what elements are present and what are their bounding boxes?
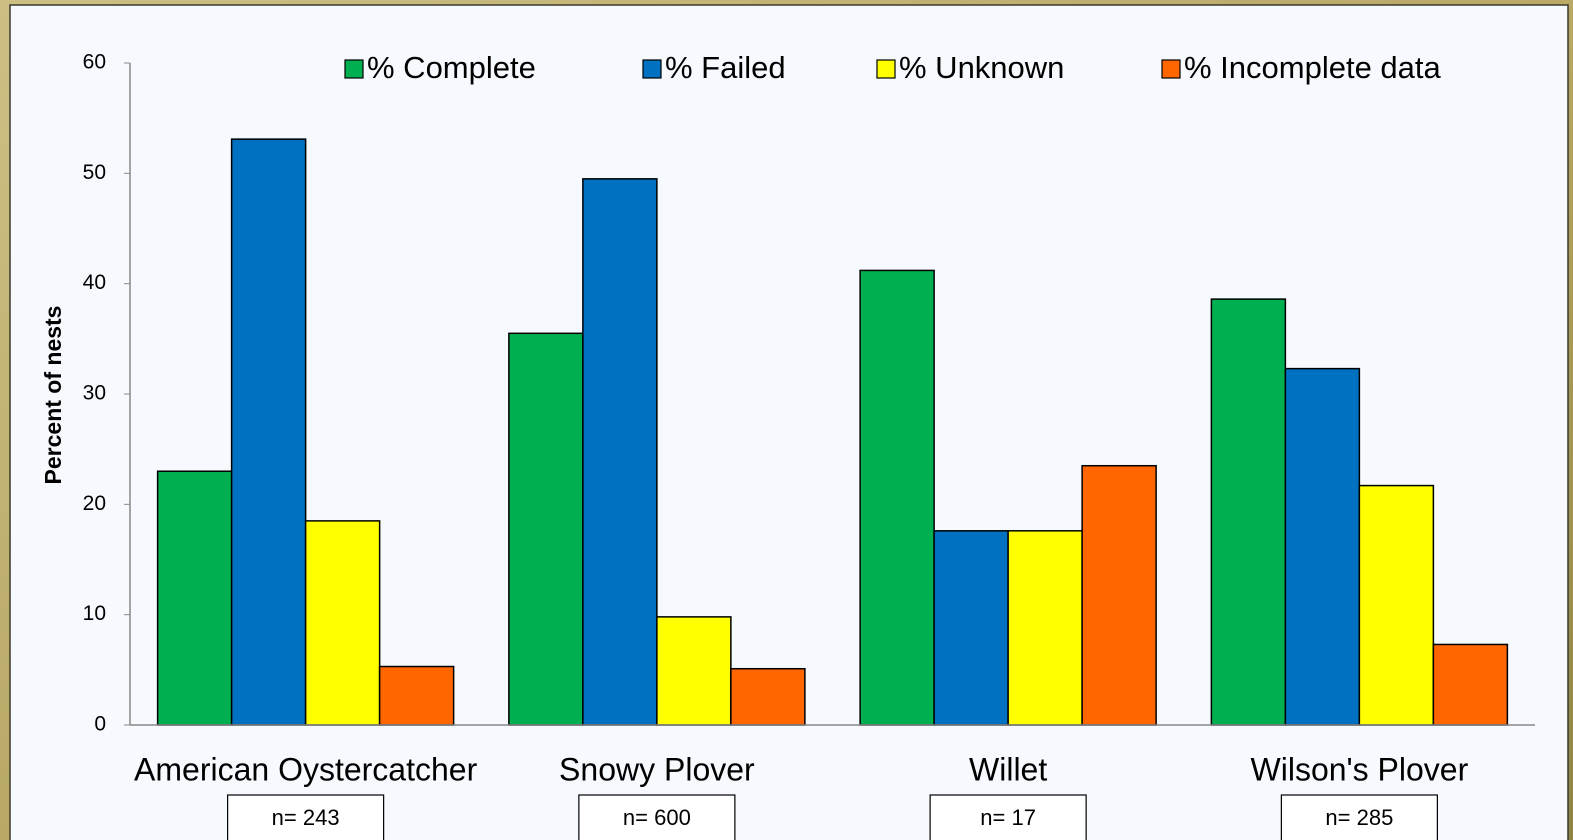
n-label: n= 600 — [623, 805, 691, 830]
legend-label: % Unknown — [899, 50, 1064, 85]
y-tick-label: 60 — [83, 51, 106, 74]
bar — [1210, 298, 1287, 726]
bar — [1358, 484, 1435, 726]
legend-swatch — [876, 59, 896, 79]
y-tick-label: 10 — [83, 602, 106, 625]
y-tick-label: 20 — [83, 492, 106, 515]
bar — [859, 269, 935, 726]
legend-label: % Incomplete data — [1184, 50, 1442, 85]
bar — [1007, 530, 1083, 726]
bar — [508, 332, 584, 726]
n-box — [929, 794, 1087, 840]
legend-swatch — [1161, 59, 1181, 79]
legend-swatch — [642, 59, 662, 79]
y-tick-label: 30 — [83, 382, 106, 405]
n-box — [1280, 794, 1438, 840]
x-tick-label: Willet — [969, 751, 1047, 787]
bar — [730, 667, 806, 726]
y-axis-label: Percent of nests — [40, 306, 66, 485]
bar — [933, 530, 1009, 726]
n-box — [578, 794, 736, 840]
y-tick-label: 50 — [83, 161, 106, 184]
legend-label: % Complete — [367, 50, 536, 85]
bar — [656, 616, 732, 726]
legend-swatch — [344, 59, 364, 79]
bar — [582, 178, 658, 726]
x-tick-label: Wilson's Plover — [1251, 751, 1469, 787]
x-tick-label: American Oystercatcher — [134, 751, 478, 787]
bar — [156, 470, 233, 726]
n-label: n= 285 — [1325, 805, 1393, 830]
bar — [1081, 464, 1157, 726]
legend-label: % Failed — [665, 50, 786, 85]
bar — [230, 138, 307, 726]
n-box — [227, 794, 385, 840]
x-tick-label: Snowy Plover — [559, 751, 755, 787]
y-tick-label: 40 — [83, 271, 106, 294]
bar — [378, 665, 455, 726]
bar — [304, 520, 381, 726]
n-label: n= 17 — [980, 805, 1036, 830]
n-label: n= 243 — [272, 805, 340, 830]
bar — [1432, 643, 1509, 726]
bar — [1284, 367, 1361, 726]
y-tick-label: 0 — [94, 713, 106, 736]
